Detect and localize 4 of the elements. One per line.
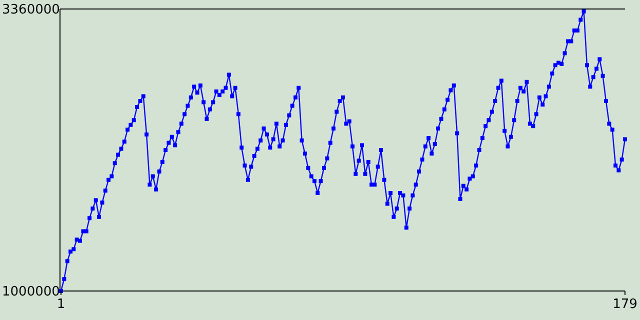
- x-tick-label: 1: [56, 297, 66, 312]
- y-tick-label: 1000000: [2, 284, 60, 300]
- y-tick-label: 3360000: [2, 2, 60, 18]
- x-tick-label: 179: [612, 297, 638, 312]
